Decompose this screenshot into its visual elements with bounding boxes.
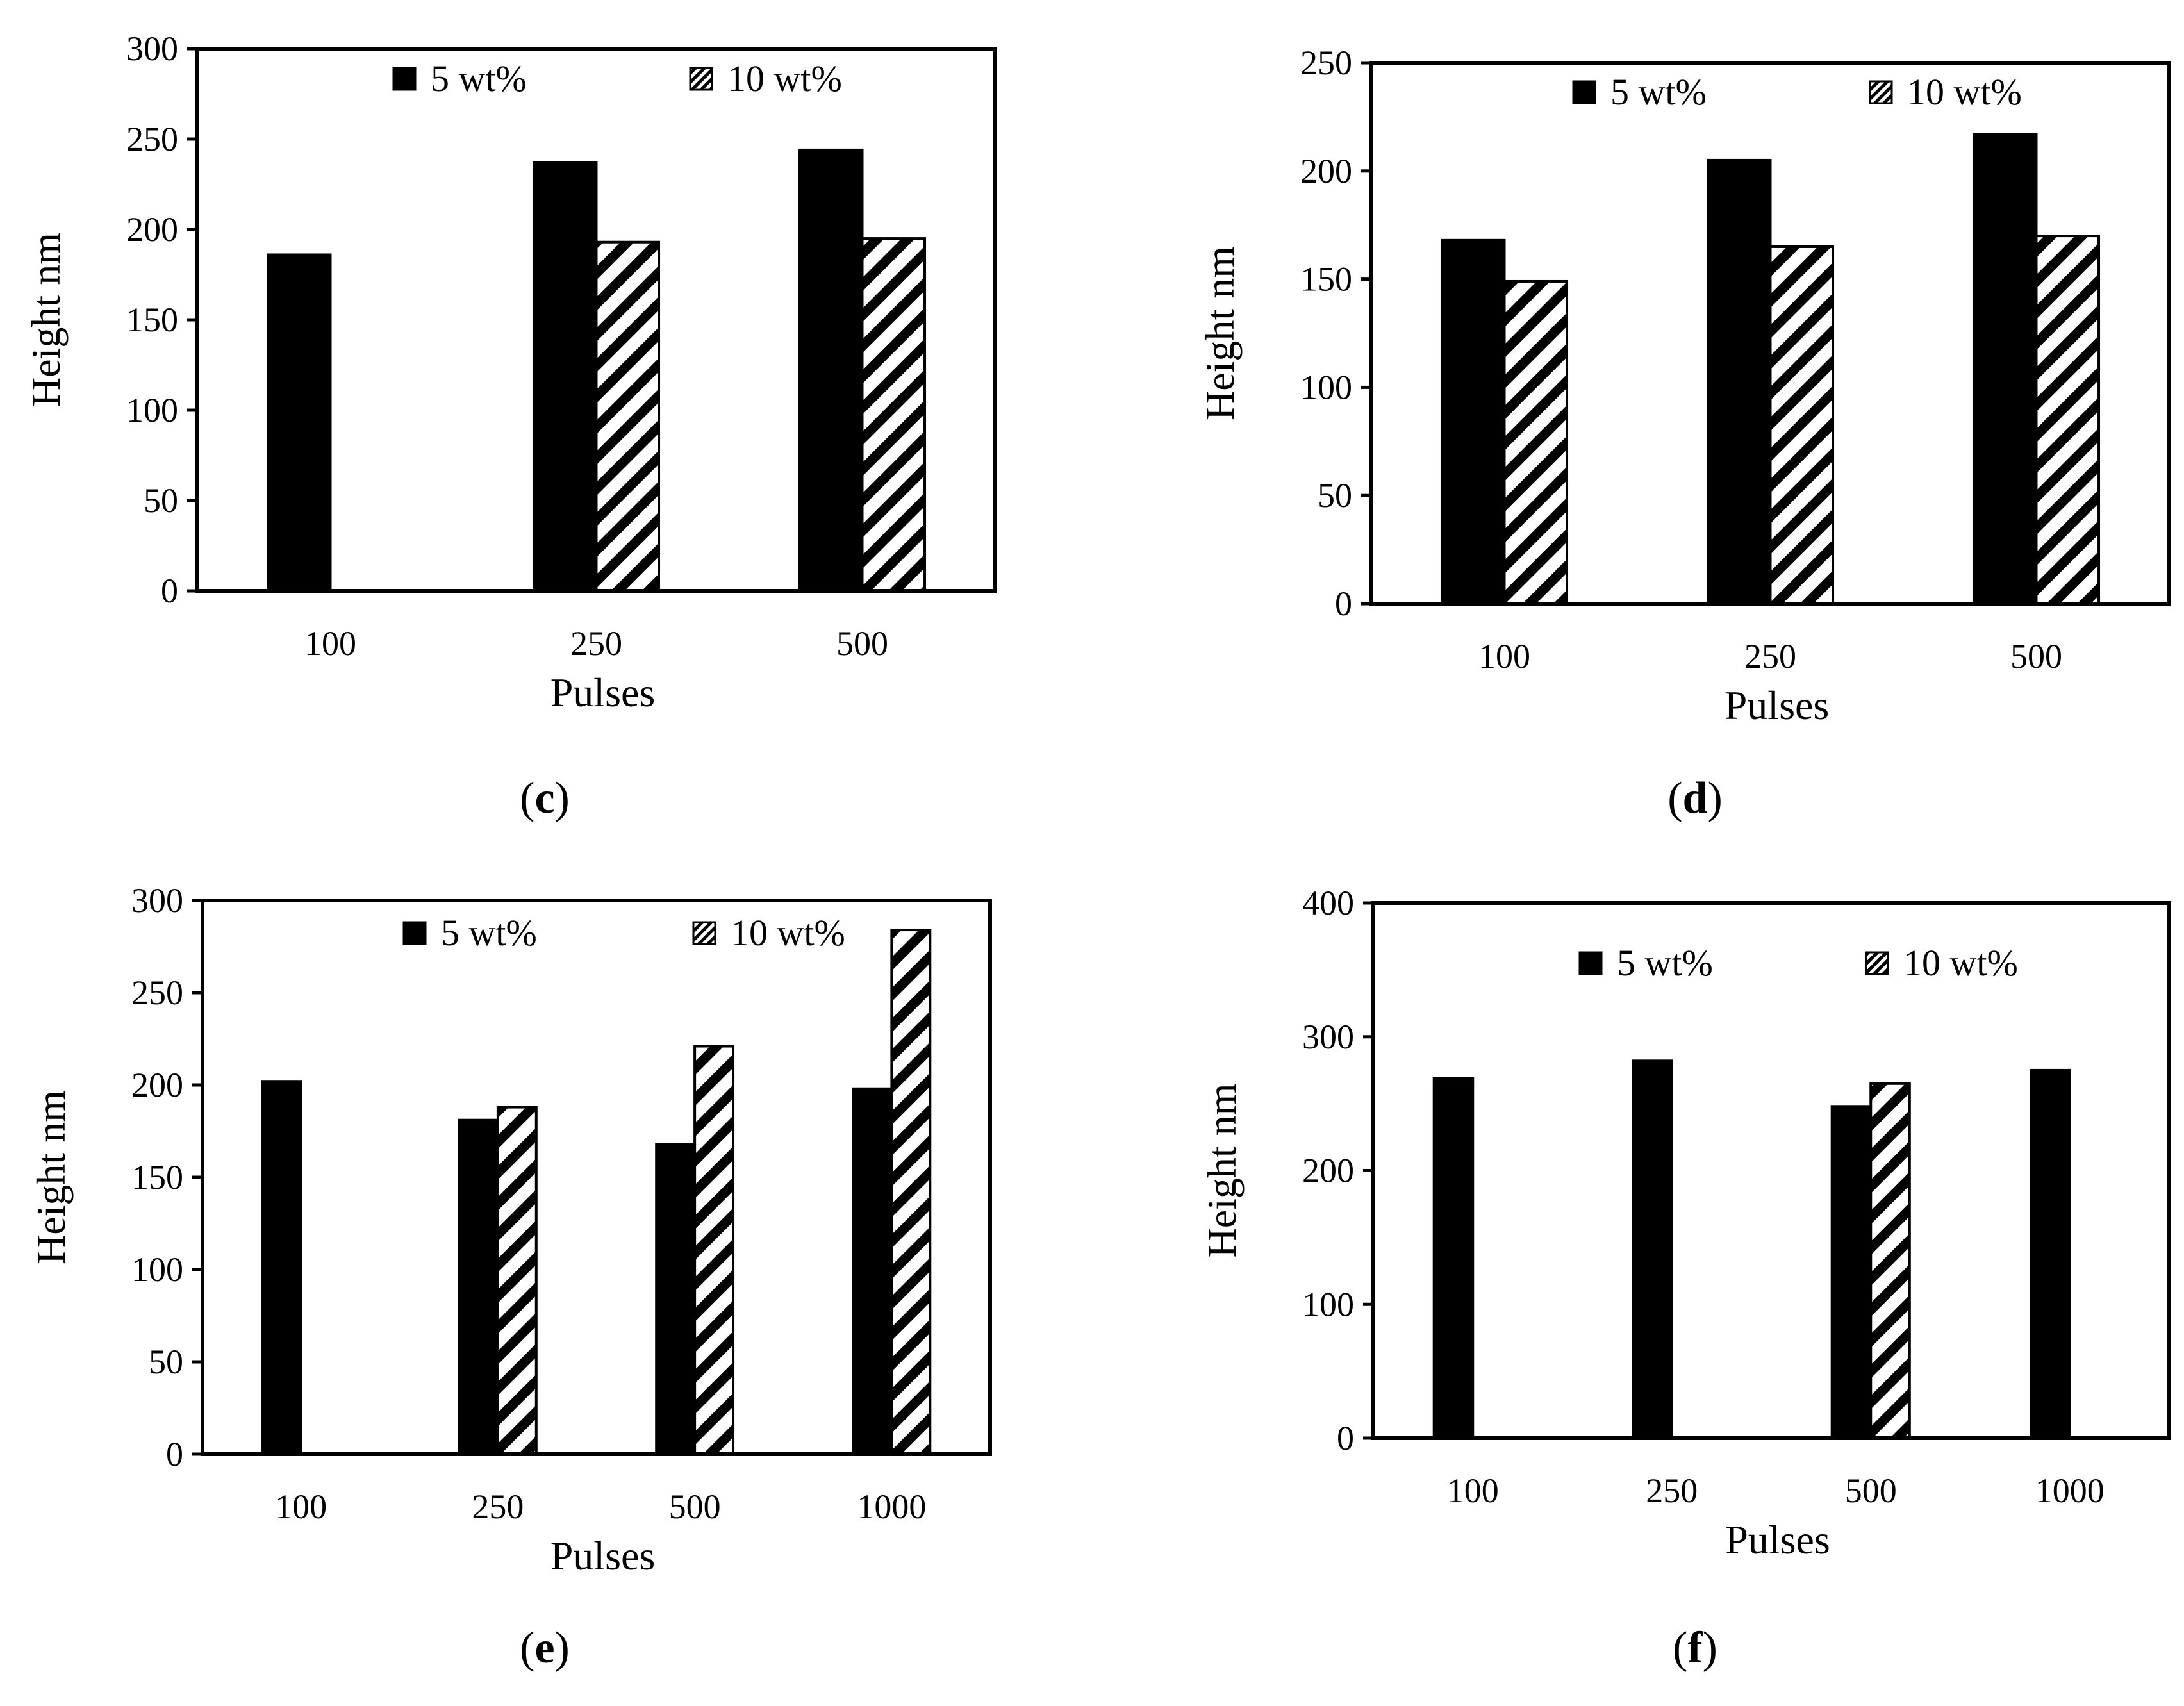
bar-e-5wt-250 bbox=[458, 1118, 499, 1455]
bar-f-10wt-500 bbox=[1869, 1082, 1911, 1439]
x-axis-label-f: Pulses bbox=[1725, 1517, 1830, 1562]
bar-c-10wt-250 bbox=[595, 240, 661, 592]
bar-d-10wt-250 bbox=[1769, 245, 1835, 605]
bar-c-5wt-250 bbox=[532, 161, 598, 593]
x-tick-label-c: 500 bbox=[836, 624, 888, 663]
bar-d-5wt-250 bbox=[1706, 158, 1772, 606]
legend-swatch-d-5wt bbox=[1572, 80, 1596, 104]
bar-e-5wt-1000 bbox=[852, 1087, 893, 1455]
x-tick-label-f: 250 bbox=[1646, 1471, 1698, 1510]
legend-label-f-5wt: 5 wt% bbox=[1617, 942, 1713, 984]
y-tick-label-e: 200 bbox=[131, 1066, 183, 1104]
x-tick-label-d: 500 bbox=[2010, 637, 2062, 675]
chart-panel-e: 0 50 100 150 200 250 300 100 250 500 1000 Pulses Hei… bbox=[28, 881, 992, 1673]
y-tick-label-c: 50 bbox=[144, 481, 178, 520]
chart-panel-c: 0 50 100 150 200 250 300 100 250 500 Pulses Height … bbox=[23, 29, 997, 823]
y-axis-label-f: Height nm bbox=[1199, 1084, 1245, 1258]
bar-f-5wt-500 bbox=[1830, 1105, 1873, 1440]
y-tick-label-d: 200 bbox=[1300, 152, 1352, 190]
y-tick-label-f: 100 bbox=[1302, 1285, 1354, 1323]
bar-f-5wt-100 bbox=[1432, 1077, 1475, 1439]
x-tick-label-f: 100 bbox=[1447, 1471, 1499, 1510]
bar-c-5wt-100 bbox=[266, 253, 332, 593]
y-tick-label-e: 100 bbox=[131, 1250, 183, 1289]
chart-panel-d: 0 50 100 150 200 250 100 250 500 Pulses Height nm 5… bbox=[1197, 44, 2171, 823]
y-tick-label-e: 150 bbox=[131, 1158, 183, 1197]
legend-swatch-e-10wt bbox=[692, 921, 716, 945]
legend-label-d-10wt: 10 wt% bbox=[1907, 71, 2022, 113]
y-tick-label-c: 200 bbox=[126, 210, 178, 249]
x-axis-label-e: Pulses bbox=[550, 1533, 656, 1578]
y-tick-label-d: 250 bbox=[1300, 44, 1352, 82]
panel-caption-d: (d) bbox=[1667, 774, 1723, 823]
legend-label-e-10wt: 10 wt% bbox=[731, 912, 845, 954]
bar-f-5wt-1000 bbox=[2030, 1068, 2071, 1439]
x-tick-label-c: 100 bbox=[304, 624, 356, 663]
legend-label-d-5wt: 5 wt% bbox=[1610, 71, 1707, 113]
legend-swatch-f-10wt bbox=[1865, 951, 1889, 975]
bar-e-10wt-1000 bbox=[890, 929, 932, 1455]
y-tick-label-d: 50 bbox=[1318, 476, 1352, 515]
bar-d-10wt-500 bbox=[2035, 235, 2101, 605]
y-tick-label-d: 0 bbox=[1335, 584, 1352, 623]
legend-label-e-5wt: 5 wt% bbox=[441, 912, 537, 954]
legend-swatch-d-10wt bbox=[1869, 80, 1893, 104]
y-tick-label-c: 150 bbox=[126, 301, 178, 339]
x-tick-label-e: 250 bbox=[472, 1487, 524, 1526]
bar-e-5wt-100 bbox=[261, 1080, 302, 1455]
y-tick-label-d: 150 bbox=[1300, 260, 1352, 299]
y-tick-label-e: 300 bbox=[131, 881, 183, 920]
bar-e-10wt-250 bbox=[496, 1106, 538, 1456]
x-axis-label-c: Pulses bbox=[550, 670, 656, 715]
y-tick-label-e: 50 bbox=[149, 1343, 183, 1381]
x-tick-label-f: 500 bbox=[1845, 1471, 1897, 1510]
bar-d-5wt-500 bbox=[1972, 133, 2038, 605]
x-tick-label-d: 100 bbox=[1478, 637, 1530, 675]
legend-label-f-10wt: 10 wt% bbox=[1903, 942, 2018, 984]
plot-frame-d bbox=[1369, 61, 2171, 606]
y-tick-label-f: 200 bbox=[1302, 1152, 1354, 1190]
y-axis-label-c: Height nm bbox=[23, 233, 69, 407]
x-tick-label-e: 100 bbox=[275, 1487, 327, 1526]
y-tick-label-f: 400 bbox=[1302, 884, 1354, 922]
bar-f-5wt-250 bbox=[1632, 1059, 1673, 1439]
y-tick-label-f: 300 bbox=[1302, 1018, 1354, 1056]
bar-c-10wt-500 bbox=[861, 237, 927, 593]
chart-panel-f: 0 100 200 300 400 100 250 500 1000 Pulses Height n… bbox=[1199, 884, 2171, 1673]
x-axis-label-d: Pulses bbox=[1725, 683, 1830, 728]
panel-caption-c: (c) bbox=[520, 774, 570, 823]
legend-label-c-10wt: 10 wt% bbox=[727, 58, 842, 99]
x-tick-label-e: 500 bbox=[669, 1487, 721, 1526]
y-tick-label-c: 0 bbox=[161, 572, 178, 610]
y-axis-label-d: Height nm bbox=[1197, 246, 1243, 420]
legend-swatch-c-10wt bbox=[689, 67, 713, 91]
y-tick-label-c: 250 bbox=[126, 120, 178, 158]
bar-e-5wt-500 bbox=[655, 1143, 697, 1456]
y-tick-label-f: 0 bbox=[1337, 1419, 1354, 1457]
legend-swatch-e-5wt bbox=[402, 921, 427, 945]
legend-label-c-5wt: 5 wt% bbox=[431, 58, 527, 99]
bar-c-5wt-500 bbox=[798, 148, 864, 593]
bar-d-5wt-100 bbox=[1440, 238, 1506, 606]
panel-caption-f: (f) bbox=[1673, 1623, 1717, 1673]
panel-caption-e: (e) bbox=[520, 1623, 570, 1673]
y-tick-label-e: 0 bbox=[166, 1435, 183, 1473]
legend-swatch-c-5wt bbox=[392, 67, 417, 91]
x-tick-label-d: 250 bbox=[1744, 637, 1796, 675]
x-tick-label-c: 250 bbox=[570, 624, 622, 663]
bar-e-10wt-500 bbox=[693, 1045, 735, 1455]
x-tick-label-f: 1000 bbox=[2035, 1471, 2105, 1510]
y-tick-label-c: 300 bbox=[126, 29, 178, 68]
x-tick-label-e: 1000 bbox=[857, 1487, 926, 1526]
bar-d-10wt-100 bbox=[1503, 279, 1569, 605]
y-axis-label-e: Height nm bbox=[28, 1090, 74, 1264]
legend-swatch-f-5wt bbox=[1578, 951, 1603, 975]
y-tick-label-d: 100 bbox=[1300, 368, 1352, 406]
y-tick-label-e: 250 bbox=[131, 973, 183, 1012]
y-tick-label-c: 100 bbox=[126, 391, 178, 429]
